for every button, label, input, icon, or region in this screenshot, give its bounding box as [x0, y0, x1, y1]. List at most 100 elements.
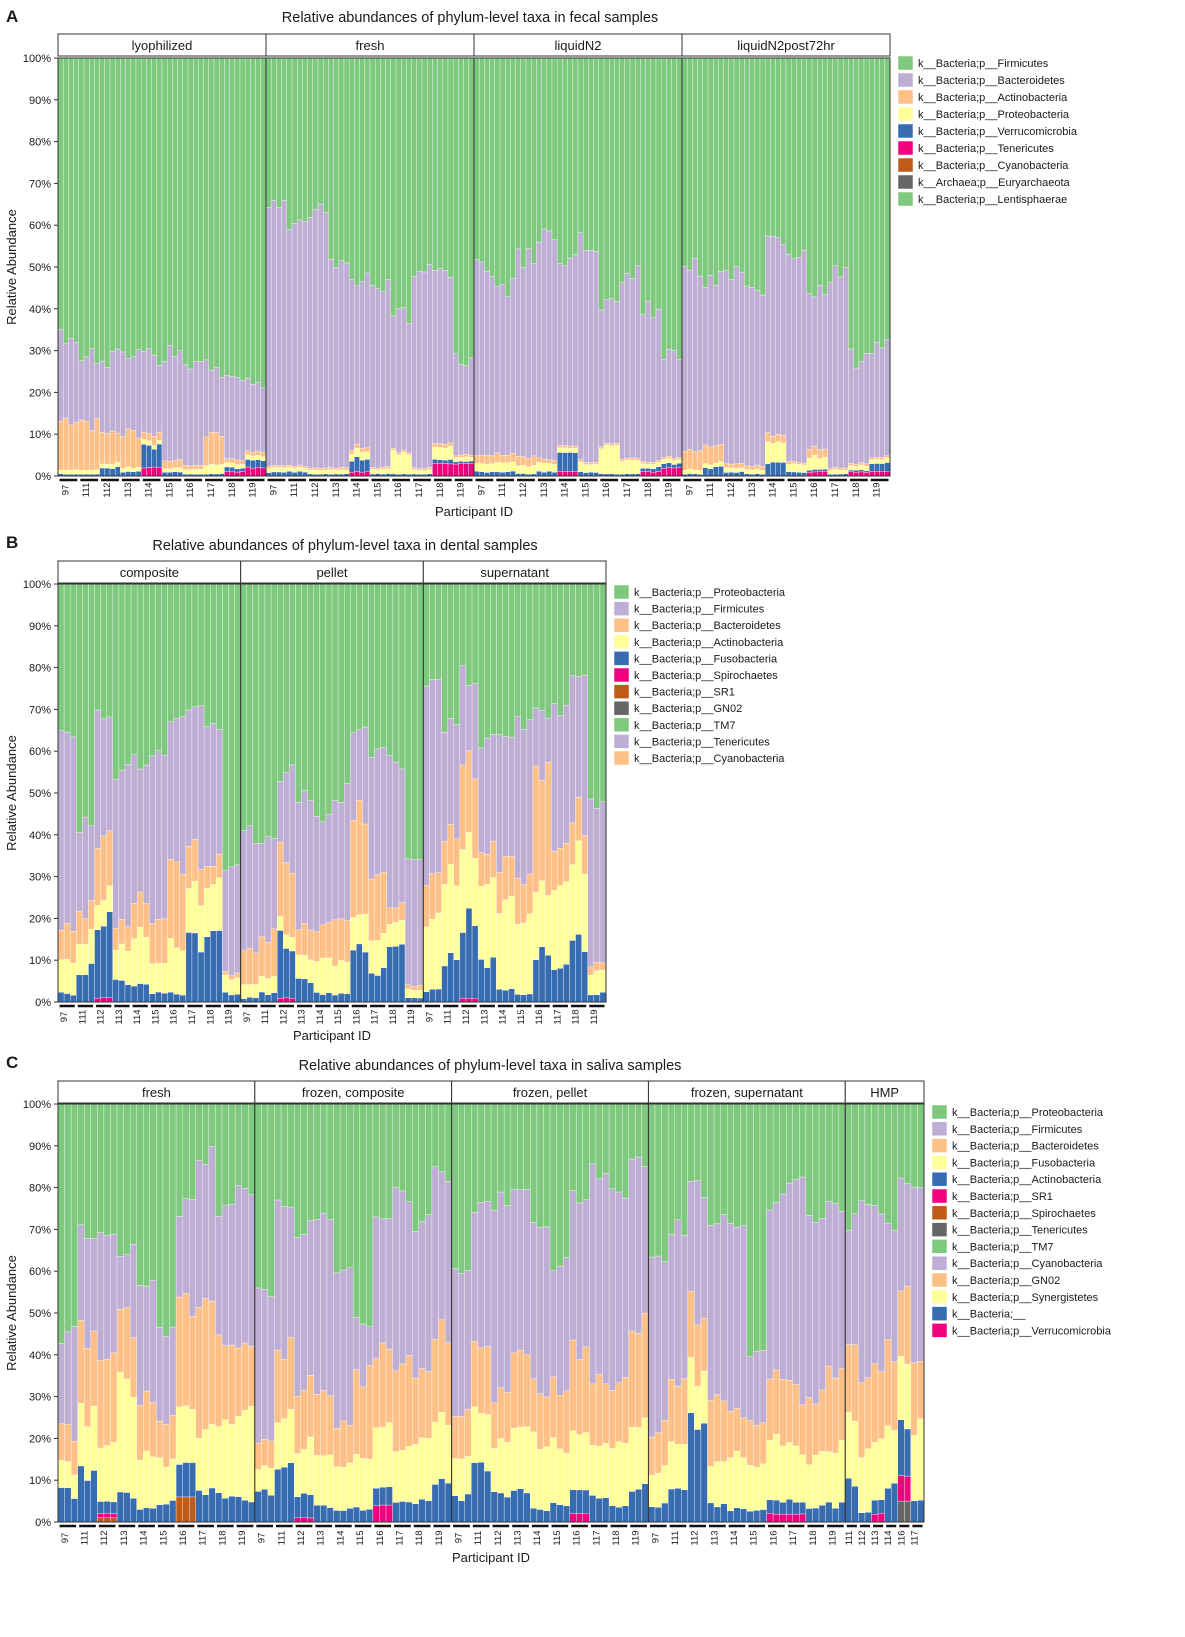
bar-segment-yellow — [385, 468, 391, 474]
bar-segment-blue — [333, 1510, 341, 1523]
bar-segment-green — [635, 57, 641, 267]
bar-segment-yellow — [202, 1429, 210, 1495]
legend-label: k__Bacteria;p__Verrucomicrobia — [952, 1325, 1112, 1337]
bar-segment-green — [70, 583, 77, 738]
bar-segment-green — [615, 1103, 623, 1193]
bar-segment-lilac — [650, 317, 657, 463]
bar-segment-green — [368, 583, 375, 758]
bar-segment-green — [827, 57, 833, 283]
bar-segment-yellow — [536, 462, 542, 472]
bar-segment-peach — [124, 926, 132, 952]
bar-segment-pink — [904, 1475, 912, 1502]
bar-segment-peach — [143, 903, 150, 938]
bar-segment-yellow — [459, 849, 467, 933]
bar-segment-lilac — [593, 251, 599, 463]
bar-segment-yellow — [392, 1451, 400, 1503]
bar-segment-lilac — [169, 1326, 177, 1416]
bar-segment-blue — [274, 1469, 282, 1523]
bar-segment-peach — [851, 1344, 859, 1422]
bar-segment-green — [404, 583, 412, 860]
bar-segment-blue — [405, 1501, 413, 1523]
bar-segment-peach — [770, 436, 776, 444]
bar-segment-green — [759, 57, 766, 296]
bar-segment-lilac — [380, 291, 386, 468]
bar-segment-blue — [425, 1500, 433, 1523]
bar-segment-peach — [300, 1390, 308, 1450]
bar-segment-yellow — [325, 957, 333, 993]
bar-segment-brown — [182, 1496, 190, 1523]
bar-segment-green — [173, 583, 180, 719]
legend-swatch — [613, 584, 630, 600]
bar-segment-peach — [110, 1352, 118, 1443]
bar-segment-yellow — [825, 1451, 833, 1503]
participant-id-label: 114 — [335, 1530, 346, 1545]
bar-segment-green — [362, 583, 369, 728]
legend-label: k__Bacteria;p__Firmicutes — [634, 604, 765, 616]
bar-segment-green — [484, 57, 490, 272]
bar-segment-yellow — [110, 1441, 118, 1503]
bar-segment-peach — [135, 437, 142, 468]
bar-segment-green — [749, 57, 755, 288]
bar-segment-lilac — [812, 1222, 820, 1405]
bar-segment-blue — [143, 1507, 151, 1523]
bar-segment-lilac — [822, 294, 828, 450]
bar-segment-lilac — [897, 1177, 905, 1292]
bar-segment-lilac — [727, 1222, 734, 1412]
bar-segment-lilac — [366, 1326, 374, 1366]
participant-id-label: 117 — [830, 482, 841, 497]
bar-segment-pink — [817, 471, 823, 477]
bar-segment-yellow — [770, 443, 776, 463]
bar-segment-yellow — [479, 463, 485, 472]
bar-segment-green — [681, 57, 688, 267]
bar-segment-lilac — [369, 285, 376, 468]
bar-segment-peach — [551, 460, 558, 465]
bar-segment-green — [543, 1103, 551, 1228]
bar-segment-green — [884, 57, 891, 340]
participant-id-label: 114 — [560, 482, 571, 497]
bar-segment-blue — [791, 471, 797, 477]
bar-segment-peach — [477, 1347, 485, 1414]
legend-label: k__Bacteria;p__Tenericutes — [918, 143, 1054, 155]
y-tick-label: 50% — [29, 262, 51, 274]
bar-segment-blue — [796, 472, 802, 477]
bar-segment-lilac — [386, 755, 394, 908]
bar-segment-peach — [661, 1420, 669, 1466]
bar-segment-green — [744, 57, 750, 287]
bar-segment-peach — [484, 1346, 492, 1415]
bar-segment-green — [692, 57, 698, 259]
bar-segment-yellow — [510, 461, 516, 472]
bar-segment-green — [863, 57, 870, 354]
participant-id-label: 119 — [872, 482, 883, 497]
bar-segment-blue — [191, 932, 199, 1003]
bar-segment-lilac — [563, 704, 570, 844]
bar-segment-peach — [497, 1387, 505, 1439]
bar-segment-blue — [346, 1508, 354, 1523]
bar-segment-peach — [510, 453, 516, 463]
bar-segment-blue — [109, 468, 116, 477]
bar-segment-blue — [438, 1478, 446, 1523]
bar-segment-peach — [598, 446, 605, 449]
bar-segment-peach — [635, 457, 641, 461]
bar-segment-blue — [661, 1502, 669, 1523]
bar-segment-green — [655, 57, 662, 310]
bar-segment-green — [109, 57, 116, 352]
bar-segment-blue — [261, 1489, 269, 1523]
bar-segment-yellow — [473, 463, 480, 472]
bar-segment-yellow — [557, 447, 563, 453]
bar-segment-yellow — [294, 1453, 301, 1497]
legend-label: k__Bacteria;p__Verrucomicrobia — [918, 126, 1078, 138]
bar-segment-lilac — [739, 271, 745, 464]
bar-segment-lilac — [372, 1216, 380, 1359]
bar-segment-blue — [505, 471, 511, 477]
panel-B-dental: B Relative abundances of phylum-level tax… — [4, 533, 786, 1043]
bar-segment-yellow — [827, 470, 833, 475]
legend-label: k__Bacteria;p__Cyanobacteria — [952, 1258, 1103, 1270]
participant-id-label: 111 — [260, 1010, 271, 1024]
bar-segment-yellow — [681, 1444, 688, 1490]
bar-segment-blue — [825, 1501, 833, 1523]
bar-segment-yellow — [801, 464, 807, 473]
bar-segment-peach — [404, 984, 412, 990]
bar-segment-yellow — [328, 469, 334, 475]
